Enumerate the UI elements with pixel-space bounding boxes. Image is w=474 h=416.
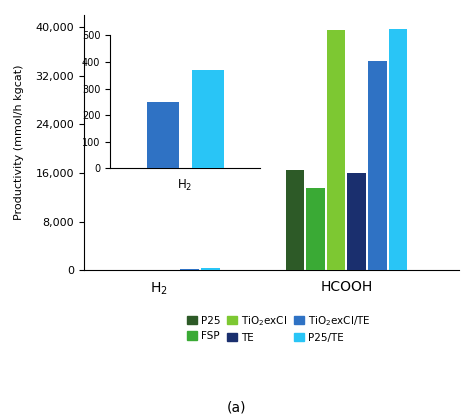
Bar bbox=[347, 173, 366, 270]
Text: (a): (a) bbox=[227, 401, 247, 415]
Bar bbox=[389, 29, 407, 270]
Bar bbox=[306, 188, 325, 270]
Legend: P25, FSP, TiO$_2$exCl, TE, TiO$_2$exCl/TE, P25/TE: P25, FSP, TiO$_2$exCl, TE, TiO$_2$exCl/T… bbox=[182, 310, 375, 347]
Bar bbox=[201, 268, 220, 270]
Bar bbox=[181, 269, 199, 270]
Bar bbox=[285, 170, 304, 270]
Y-axis label: Productivity (mmol/h kgcat): Productivity (mmol/h kgcat) bbox=[14, 65, 24, 220]
Bar bbox=[327, 30, 346, 270]
Bar bbox=[368, 61, 387, 270]
